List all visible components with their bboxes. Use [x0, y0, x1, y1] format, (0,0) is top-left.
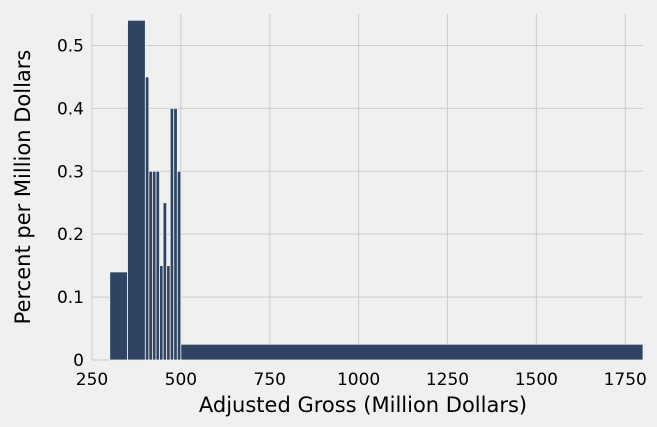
histogram-bar — [176, 170, 182, 361]
histogram-bar — [180, 343, 644, 361]
histogram-bar — [148, 170, 153, 361]
y-axis-ticks: 0 0.1 0.2 0.3 0.4 0.5 — [57, 36, 84, 371]
x-axis-ticks: 250 500 750 1000 1250 1500 1750 — [76, 370, 647, 390]
x-tick-label: 1000 — [337, 370, 380, 390]
x-tick-label: 250 — [76, 370, 108, 390]
x-tick-label: 1250 — [426, 370, 469, 390]
y-tick-label: 0.2 — [57, 225, 84, 245]
x-tick-label: 750 — [254, 370, 286, 390]
histogram-bar — [144, 76, 150, 361]
y-tick-label: 0 — [73, 351, 84, 371]
x-tick-label: 500 — [165, 370, 197, 390]
grid-lines — [91, 14, 643, 361]
x-tick-label: 1500 — [515, 370, 558, 390]
y-tick-label: 0.3 — [57, 162, 84, 182]
histogram-bar — [159, 265, 164, 361]
histogram-bar — [109, 271, 128, 361]
histogram-bar — [169, 107, 175, 361]
histogram-bar — [162, 202, 168, 361]
y-tick-label: 0.4 — [57, 99, 84, 119]
histogram-bars — [109, 19, 644, 361]
histogram-bar — [173, 107, 178, 361]
x-tick-label: 1750 — [604, 370, 647, 390]
histogram-bar — [155, 170, 160, 361]
y-axis-label: Percent per Million Dollars — [11, 50, 35, 325]
histogram-bar — [152, 170, 157, 361]
y-tick-label: 0.1 — [57, 288, 84, 308]
histogram-bar — [127, 19, 146, 361]
y-tick-label: 0.5 — [57, 36, 84, 56]
x-axis-label: Adjusted Gross (Million Dollars) — [199, 393, 527, 417]
histogram-bar — [166, 265, 171, 361]
